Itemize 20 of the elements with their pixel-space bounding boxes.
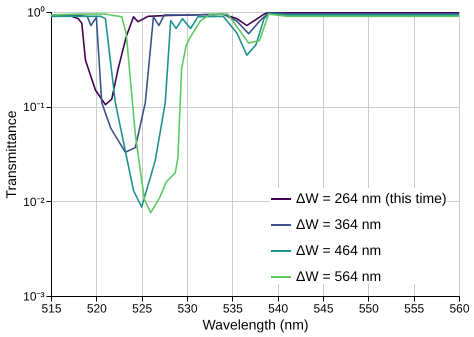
x-tick-label: 515: [41, 302, 62, 316]
x-tick-label: 540: [268, 302, 288, 316]
x-tick-label: 555: [404, 302, 424, 316]
x-tick-label: 520: [86, 302, 108, 316]
x-tick-label: 560: [449, 302, 470, 316]
legend-label: ΔW = 564 nm: [296, 268, 382, 284]
y-axis-title: Transmittance: [3, 110, 20, 199]
y-tick-label: 10⁻³: [23, 290, 45, 304]
x-tick-label: 545: [313, 302, 334, 316]
legend-label: ΔW = 364 nm: [296, 216, 382, 232]
legend-label: ΔW = 464 nm: [296, 242, 382, 258]
x-tick-label: 550: [358, 302, 380, 316]
x-tick-label: 525: [132, 302, 152, 316]
x-tick-label: 535: [222, 302, 244, 316]
x-axis-title: Wavelength (nm): [202, 316, 309, 332]
x-tick-label: 530: [177, 302, 198, 316]
y-tick-label: 10⁻¹: [23, 100, 45, 114]
y-tick-label: 10⁻²: [23, 194, 45, 209]
legend-label: ΔW = 264 nm (this time): [296, 190, 447, 206]
y-tick-label: 10⁰: [27, 6, 44, 20]
